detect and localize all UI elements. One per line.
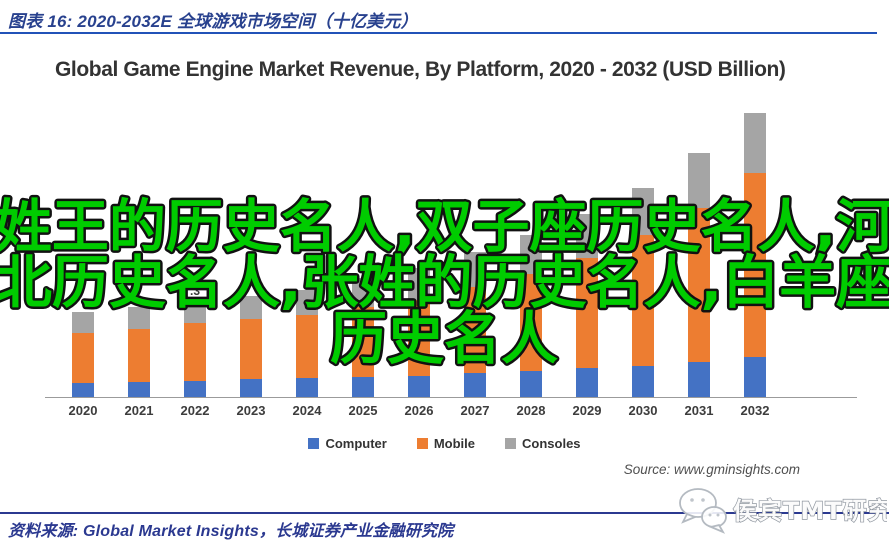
bar-segment-mobile-2023 <box>240 318 262 379</box>
bar-segment-computer-2028 <box>520 371 542 397</box>
bar-segment-mobile-2029 <box>576 258 598 369</box>
x-axis-label-2030: 2030 <box>628 403 658 418</box>
stacked-bar-2029 <box>559 214 615 397</box>
x-axis-label-2027: 2027 <box>460 403 490 418</box>
x-axis-label-2022: 2022 <box>180 403 210 418</box>
x-axis-label-2031: 2031 <box>684 403 714 418</box>
analyst-watermark-badge: 侯宾TMT研究 <box>679 488 887 534</box>
stacked-bar-2023 <box>223 295 279 397</box>
bar-segment-consoles-2032 <box>744 112 766 173</box>
bar-segment-consoles-2020 <box>72 311 94 333</box>
legend-label-mobile: Mobile <box>433 436 476 451</box>
bar-segment-mobile-2031 <box>688 208 710 363</box>
bar-segment-computer-2020 <box>72 382 94 397</box>
stacked-bar-2025 <box>335 277 391 397</box>
bar-segment-mobile-2028 <box>520 274 542 372</box>
legend-swatch-computer <box>308 438 320 449</box>
bar-segment-consoles-2030 <box>632 187 654 235</box>
bar-segment-computer-2023 <box>240 378 262 397</box>
bar-segment-computer-2026 <box>408 375 430 397</box>
stacked-bar-2028 <box>503 234 559 397</box>
stacked-bar-2020 <box>55 311 111 397</box>
x-axis-label-2023: 2023 <box>236 403 266 418</box>
bar-segment-computer-2031 <box>688 362 710 397</box>
bar-segment-computer-2027 <box>464 372 486 397</box>
bar-segment-mobile-2030 <box>632 234 654 366</box>
bar-group <box>55 0 783 397</box>
bar-data-label-fragment-2021: 2 <box>135 293 143 308</box>
bar-segment-consoles-2022 <box>184 298 206 324</box>
footer-divider <box>0 512 889 514</box>
x-axis-label-2021: 2021 <box>124 403 154 418</box>
legend-label-consoles: Consoles <box>522 436 581 451</box>
chart-legend: Computer Mobile Consoles <box>0 436 889 451</box>
bar-segment-consoles-2024 <box>296 290 318 315</box>
analyst-watermark-text: 侯宾TMT研究 <box>733 497 887 525</box>
stacked-bar-2032 <box>727 112 783 397</box>
stacked-bar-2030 <box>615 187 671 397</box>
bar-segment-mobile-2020 <box>72 332 94 383</box>
figure-caption: 图表 16: 2020-2032E 全球游戏市场空间（十亿美元） <box>8 12 418 31</box>
x-axis-label-2026: 2026 <box>404 403 434 418</box>
x-axis-labels: 2020 2021 2022 2023 2024 2025 2026 2027 2028 2029… <box>55 403 783 418</box>
x-axis-line <box>45 397 857 398</box>
legend-item-mobile: Mobile <box>416 436 476 451</box>
x-axis-label-2028: 2028 <box>516 403 546 418</box>
stacked-bar-2027 <box>447 252 503 397</box>
x-axis-label-2020: 2020 <box>68 403 98 418</box>
bar-segment-computer-2025 <box>352 376 374 397</box>
legend-swatch-consoles <box>505 438 517 449</box>
stacked-bar-2024 <box>279 290 335 397</box>
bar-segment-mobile-2024 <box>296 314 318 379</box>
bar-segment-mobile-2021 <box>128 329 150 382</box>
bar-segment-mobile-2032 <box>744 173 766 357</box>
bar-segment-consoles-2031 <box>688 153 710 209</box>
bar-segment-consoles-2029 <box>576 214 598 259</box>
x-axis-label-2025: 2025 <box>348 403 378 418</box>
legend-item-computer: Computer <box>308 436 387 451</box>
bar-segment-computer-2030 <box>632 366 654 397</box>
bar-segment-computer-2022 <box>184 381 206 397</box>
chart-source-note: Source: www.gminsights.com <box>623 462 800 477</box>
bar-segment-consoles-2021 <box>128 307 150 330</box>
bar-segment-mobile-2026 <box>408 299 430 376</box>
bar-segment-consoles-2028 <box>520 234 542 275</box>
legend-swatch-mobile <box>416 438 428 449</box>
bar-data-label-fragment-2022: .3 <box>189 284 200 299</box>
bar-segment-computer-2021 <box>128 382 150 397</box>
chart-title: Global Game Engine Market Revenue, By Pl… <box>55 58 786 81</box>
bar-segment-mobile-2025 <box>352 306 374 377</box>
x-axis-label-2029: 2029 <box>572 403 602 418</box>
x-axis-label-2032: 2032 <box>740 403 770 418</box>
bar-segment-computer-2032 <box>744 357 766 397</box>
x-axis-label-2024: 2024 <box>292 403 322 418</box>
footer-source-text: 资料来源: Global Market Insights，长城证券产业金融研究院 <box>8 523 454 540</box>
stacked-bar-2026 <box>391 268 447 397</box>
stacked-bar-2031 <box>671 153 727 397</box>
legend-label-computer: Computer <box>325 436 387 451</box>
stacked-bar-2021 <box>111 307 167 397</box>
bar-segment-mobile-2027 <box>464 286 486 373</box>
bar-segment-consoles-2023 <box>240 295 262 319</box>
wechat-chat-bubbles-icon <box>679 488 727 534</box>
header-divider <box>0 32 877 34</box>
bar-segment-consoles-2027 <box>464 252 486 287</box>
bar-segment-computer-2024 <box>296 378 318 397</box>
bar-segment-consoles-2025 <box>352 277 374 307</box>
stacked-bar-2022 <box>167 298 223 397</box>
legend-item-consoles: Consoles <box>505 436 581 451</box>
bar-segment-consoles-2026 <box>408 268 430 300</box>
bar-segment-mobile-2022 <box>184 323 206 382</box>
bar-segment-computer-2029 <box>576 368 598 397</box>
